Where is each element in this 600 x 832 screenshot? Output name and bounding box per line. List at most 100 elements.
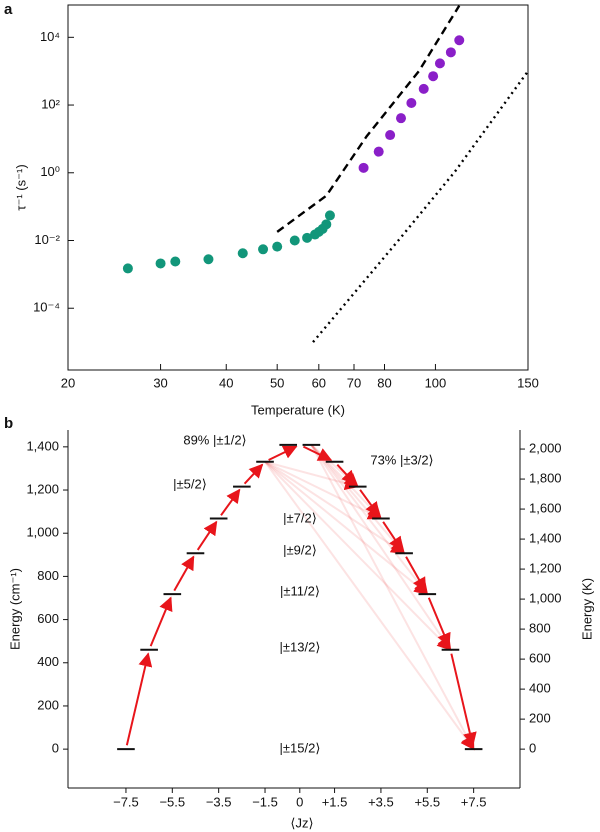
x-tick-label: 30: [153, 375, 167, 390]
data-point: [385, 130, 396, 141]
y2-tick-label: 1,600: [529, 501, 562, 516]
x-tick-label: 60: [312, 375, 326, 390]
y2-axis-label: Energy (K): [579, 578, 594, 640]
transition-arrow: [359, 489, 380, 517]
x-tick-label: 0: [296, 794, 303, 809]
state-label: 89% |±1/2⟩: [183, 432, 246, 447]
data-point: [358, 162, 369, 173]
x-tick-label: +7.5: [461, 794, 487, 809]
y2-tick-label: 1,200: [529, 561, 562, 576]
x-axis-label: ⟨Jz⟩: [290, 815, 313, 830]
faint-transition: [264, 460, 429, 595]
y2-tick-label: 400: [529, 681, 551, 696]
state-label: |±5/2⟩: [173, 476, 207, 491]
faint-transition: [310, 444, 475, 751]
y2-tick-label: 1,000: [529, 591, 562, 606]
fit-line: [312, 70, 528, 343]
y-tick-label: 1,400: [26, 438, 59, 453]
transition-arrow: [268, 445, 298, 461]
x-tick-label: 150: [517, 375, 539, 390]
transition-arrow: [243, 463, 264, 485]
transition-arrow: [450, 653, 477, 747]
y2-tick-label: 0: [529, 741, 536, 756]
transition-arrow: [220, 488, 241, 516]
x-axis-label: Temperature (K): [251, 402, 345, 417]
fit-line: [276, 5, 461, 233]
transition-arrow: [125, 652, 153, 746]
y2-tick-label: 200: [529, 711, 551, 726]
data-point: [122, 263, 133, 274]
faint-transition: [310, 444, 406, 555]
data-point: [321, 219, 332, 230]
faint-transition: [264, 461, 475, 751]
y-tick-label: 400: [37, 654, 59, 669]
state-label: |±7/2⟩: [283, 510, 317, 525]
state-label: |±11/2⟩: [280, 583, 320, 598]
x-tick-label: 40: [219, 375, 233, 390]
x-tick-label: 100: [425, 375, 447, 390]
y2-tick-label: 1,800: [529, 471, 562, 486]
transition-arrow: [382, 521, 403, 552]
faint-transition: [310, 444, 429, 596]
state-label: |±13/2⟩: [280, 639, 321, 654]
y2-tick-label: 600: [529, 651, 551, 666]
data-point: [237, 248, 248, 259]
data-point: [258, 244, 269, 255]
faint-transition: [310, 444, 452, 651]
frame: [67, 4, 529, 371]
panel-label: b: [4, 415, 13, 432]
data-point: [428, 71, 439, 82]
x-tick-label: −1.5: [252, 794, 278, 809]
x-tick-label: +1.5: [322, 794, 348, 809]
x-tick-label: 20: [61, 375, 75, 390]
transition-arrow: [302, 445, 333, 461]
data-point: [445, 47, 456, 58]
faint-transition: [264, 460, 406, 555]
data-point: [373, 146, 384, 157]
y-tick-label: 10²: [41, 96, 60, 111]
x-tick-label: 80: [377, 375, 391, 390]
y-tick-label: 200: [37, 697, 59, 712]
y-tick-label: 600: [37, 611, 59, 626]
y-tick-label: 1,000: [26, 525, 59, 540]
data-point: [203, 254, 214, 265]
state-label: 73% |±3/2⟩: [370, 452, 433, 467]
y2-tick-label: 2,000: [529, 440, 562, 455]
x-tick-label: −3.5: [206, 794, 232, 809]
y-tick-label: 10⁻⁴: [33, 300, 60, 315]
data-point: [170, 256, 181, 267]
y-tick-label: 10⁴: [40, 29, 60, 44]
faint-transition: [264, 460, 383, 520]
y-tick-label: 10⁻²: [34, 232, 60, 247]
y-tick-label: 1,200: [26, 481, 59, 496]
x-tick-label: +3.5: [368, 794, 394, 809]
y2-tick-label: 800: [529, 621, 551, 636]
data-point: [396, 113, 407, 124]
x-tick-label: 70: [347, 375, 361, 390]
data-point: [406, 97, 417, 108]
state-label: |±15/2⟩: [280, 740, 321, 755]
data-point: [272, 241, 283, 252]
transition-arrow: [196, 520, 218, 551]
faint-transition: [264, 461, 452, 651]
data-point: [155, 258, 166, 269]
state-label: |±9/2⟩: [283, 542, 317, 557]
x-tick-label: −5.5: [159, 794, 185, 809]
data-point: [454, 35, 465, 46]
data-point: [302, 232, 313, 243]
transition-arrow: [149, 596, 173, 647]
x-tick-label: 50: [270, 375, 284, 390]
y-tick-label: 10⁰: [40, 164, 60, 179]
data-point: [418, 83, 429, 94]
x-tick-label: +5.5: [414, 794, 440, 809]
y-axis-label: Energy (cm⁻¹): [7, 568, 22, 650]
transition-arrow: [173, 555, 195, 592]
transition-arrow: [405, 556, 427, 592]
data-point: [289, 235, 300, 246]
y2-tick-label: 1,400: [529, 531, 562, 546]
y-tick-label: 800: [37, 568, 59, 583]
transition-arrow: [427, 597, 451, 648]
y-tick-label: 0: [52, 741, 59, 756]
panel-label: a: [4, 1, 13, 18]
transition-arrow: [336, 463, 356, 485]
